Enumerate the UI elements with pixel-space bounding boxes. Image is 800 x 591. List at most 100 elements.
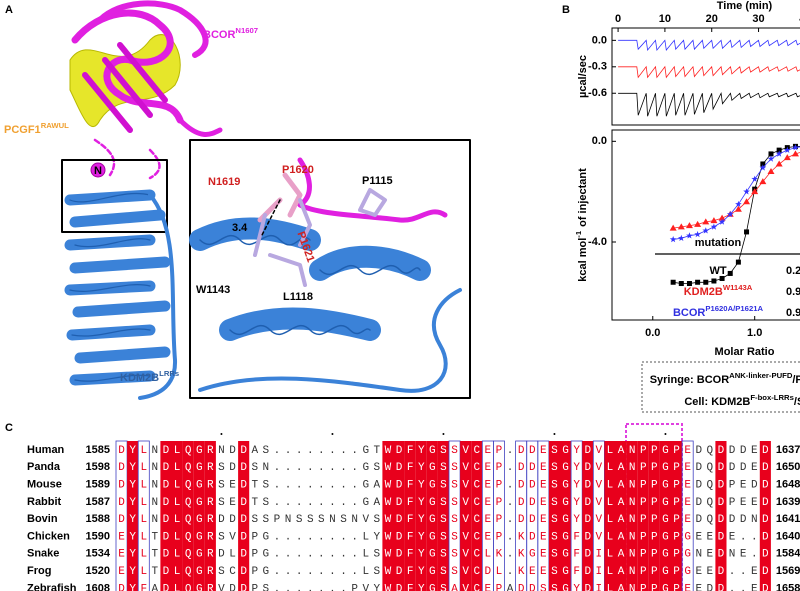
residue: P bbox=[640, 583, 647, 591]
data-point bbox=[711, 278, 717, 284]
residue: L bbox=[140, 497, 147, 509]
conserved-column bbox=[582, 441, 594, 591]
table-kd: 0.20±0.03 bbox=[786, 265, 800, 277]
residue: Y bbox=[129, 480, 136, 492]
residue: P bbox=[640, 445, 647, 457]
conditions-box bbox=[641, 361, 800, 413]
residue: V bbox=[462, 566, 469, 578]
residue: E bbox=[751, 583, 758, 591]
residue: A bbox=[618, 480, 625, 492]
residue: L bbox=[140, 566, 147, 578]
residue: P bbox=[251, 583, 258, 591]
conserved-column bbox=[659, 441, 671, 591]
column-marker bbox=[553, 433, 556, 435]
residue: P bbox=[673, 480, 680, 492]
cell-label: Cell: KDM2BF-box-LRRs/SKP1 bbox=[684, 393, 800, 408]
syringe-label: Syringe: BCORANK-linker-PUFD/PCGF1RAWUL bbox=[650, 371, 800, 386]
residue: D bbox=[529, 445, 536, 457]
residue: N bbox=[629, 462, 636, 474]
residue: D bbox=[118, 497, 125, 509]
residue: R bbox=[207, 514, 214, 526]
residue: S bbox=[551, 531, 558, 543]
data-point bbox=[743, 198, 751, 205]
data-point bbox=[783, 154, 791, 161]
residue: . bbox=[740, 583, 747, 591]
y-axis-title-part: -1 bbox=[574, 230, 583, 238]
residue: . bbox=[351, 566, 358, 578]
residue: E bbox=[707, 566, 714, 578]
residue: E bbox=[540, 549, 547, 561]
residue: G bbox=[429, 480, 436, 492]
bcor-label-part: N1607 bbox=[235, 26, 258, 35]
residue: . bbox=[296, 480, 303, 492]
residue: V bbox=[362, 514, 369, 526]
residue: D bbox=[762, 583, 769, 591]
species-name: Human bbox=[27, 444, 65, 456]
data-point bbox=[751, 175, 758, 182]
residue: L bbox=[607, 514, 614, 526]
residue: A bbox=[618, 549, 625, 561]
residue: . bbox=[285, 531, 292, 543]
structure-cartoon bbox=[61, 0, 471, 400]
residue: P bbox=[729, 480, 736, 492]
residue: N bbox=[629, 531, 636, 543]
residue: L bbox=[485, 549, 492, 561]
residue: D bbox=[518, 583, 525, 591]
residue: K bbox=[518, 549, 525, 561]
residue: S bbox=[551, 566, 558, 578]
residue: D bbox=[396, 462, 403, 474]
residue: . bbox=[329, 583, 336, 591]
residue: N bbox=[351, 514, 358, 526]
residue: E bbox=[684, 462, 691, 474]
residue: . bbox=[307, 549, 314, 561]
residue: D bbox=[762, 497, 769, 509]
residue: W bbox=[385, 462, 392, 474]
residue: Y bbox=[418, 462, 425, 474]
residue: P bbox=[673, 549, 680, 561]
residue: Y bbox=[573, 583, 580, 591]
data-point bbox=[686, 232, 693, 239]
residue: L bbox=[362, 531, 369, 543]
data-point bbox=[686, 281, 692, 287]
syringe-label-part: /PCGF1 bbox=[792, 374, 800, 386]
start-position: 1608 bbox=[86, 582, 110, 591]
residue: D bbox=[584, 566, 591, 578]
residue: L bbox=[607, 531, 614, 543]
residue: D bbox=[718, 480, 725, 492]
data-point bbox=[767, 155, 775, 162]
data-point bbox=[670, 279, 676, 285]
residue: G bbox=[429, 566, 436, 578]
residue: L bbox=[607, 549, 614, 561]
residue: P bbox=[496, 480, 503, 492]
residue: N bbox=[152, 445, 159, 457]
residue: . bbox=[307, 445, 314, 457]
residue: D bbox=[396, 480, 403, 492]
residue: G bbox=[362, 462, 369, 474]
residue: G bbox=[196, 566, 203, 578]
residue: E bbox=[485, 514, 492, 526]
table-mutation: WT bbox=[709, 265, 726, 277]
residue: V bbox=[596, 497, 603, 509]
conserved-column bbox=[127, 441, 139, 591]
residue: A bbox=[374, 480, 381, 492]
distance-label: 3.4 bbox=[232, 222, 248, 234]
residue: N bbox=[152, 480, 159, 492]
residue: Y bbox=[418, 566, 425, 578]
residue: D bbox=[240, 497, 247, 509]
residue: . bbox=[507, 445, 514, 457]
residue: E bbox=[229, 497, 236, 509]
residue: . bbox=[340, 549, 347, 561]
residue: D bbox=[396, 514, 403, 526]
residue: P bbox=[496, 583, 503, 591]
bcor-label: BCORN1607 bbox=[203, 26, 258, 41]
residue: G bbox=[662, 549, 669, 561]
residue: Q bbox=[707, 462, 714, 474]
residue: G bbox=[562, 531, 569, 543]
residue: T bbox=[152, 531, 159, 543]
residue: E bbox=[707, 531, 714, 543]
residue: L bbox=[174, 462, 181, 474]
residue: . bbox=[285, 583, 292, 591]
residue: D bbox=[762, 531, 769, 543]
column-marker bbox=[331, 433, 334, 435]
